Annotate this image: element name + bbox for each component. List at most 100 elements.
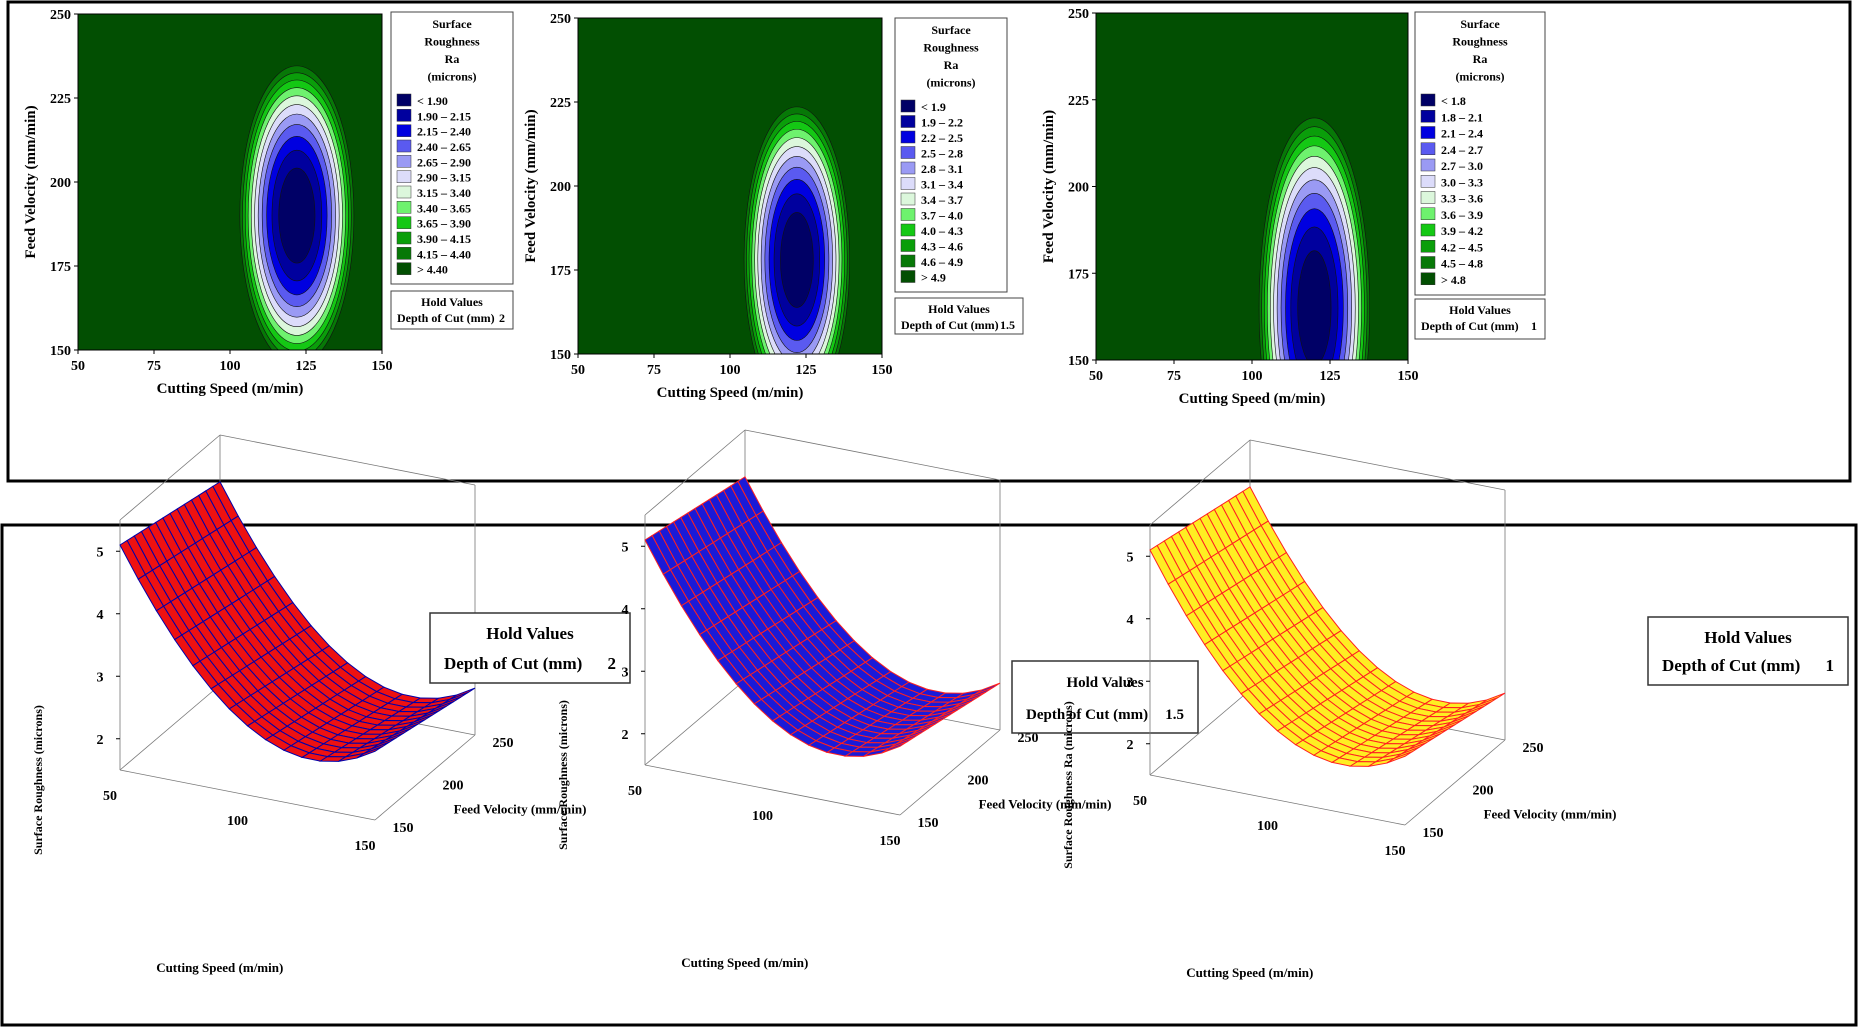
contour-legend: Surface Roughness Ra (microns) < 1.901.90 – … (390, 11, 514, 285)
z-tick-label: 5 (1127, 550, 1134, 565)
legend-entry: 3.9 – 4.2 (1441, 224, 1483, 238)
legend-entry: > 4.40 (417, 263, 448, 277)
y-tick-label: 250 (50, 8, 71, 23)
legend-swatch (1420, 272, 1436, 285)
axis-box-edge (119, 434, 221, 521)
contour-band-1 (1297, 250, 1332, 360)
hold-values-label: Depth of Cut (mm) (1026, 707, 1148, 723)
legend-entry: < 1.90 (417, 94, 448, 108)
legend-title-line: (microns) (1455, 70, 1504, 84)
hold-values-label: Depth of Cut (mm) (397, 311, 495, 325)
legend-swatch (396, 247, 412, 260)
y-tick-label: 175 (1068, 267, 1089, 282)
x-tick-label: 50 (71, 359, 85, 374)
hold-values-value: 1 (1531, 319, 1537, 333)
x-tick-label: 50 (1089, 369, 1103, 384)
hold-values-title: Hold Values (486, 624, 574, 643)
x-tick-label: 150 (355, 839, 376, 854)
legend-swatch (900, 146, 916, 159)
axis-box-edge (1149, 774, 1406, 826)
z-tick-label: 2 (1127, 738, 1134, 753)
legend-entry: 3.6 – 3.9 (1441, 208, 1483, 222)
legend-title-line: Roughness (923, 41, 979, 55)
legend-swatch (1420, 93, 1436, 107)
hold-box-frame (894, 297, 1024, 335)
z-axis-label: Surface Roughness (microns) (556, 700, 570, 850)
legend-entry: > 4.8 (1441, 273, 1466, 287)
legend-swatch (1420, 256, 1436, 269)
legend-entry: 3.65 – 3.90 (417, 217, 471, 231)
y-tick-label: 150 (393, 821, 414, 836)
hold-values-label: Depth of Cut (mm) (1421, 319, 1519, 333)
y-tick-label: 150 (1068, 354, 1089, 369)
x-axis-label: Cutting Speed (m/min) (157, 381, 304, 397)
x-tick-label: 125 (1320, 369, 1341, 384)
z-axis-label: Surface Roughness Ra (microns) (1061, 701, 1075, 868)
legend-title-line: Surface (1460, 17, 1500, 31)
legend-swatch (396, 155, 412, 168)
hold-values-label: Depth of Cut (mm) (1662, 656, 1800, 675)
legend-swatch (1420, 126, 1436, 139)
axis-box-edge (1149, 689, 1251, 776)
hold-values-box: Hold Values Depth of Cut (mm) 1 (1647, 616, 1849, 686)
legend-swatch (900, 177, 916, 190)
legend-swatch (396, 231, 412, 245)
y-tick-label: 250 (493, 736, 514, 751)
y-tick-label: 225 (1068, 94, 1089, 109)
axis-box-edge (1249, 439, 1506, 491)
y-tick-label: 250 (1523, 741, 1544, 756)
legend-swatch (900, 208, 916, 221)
z-tick-label: 3 (1127, 675, 1134, 690)
contour-chart-2: 50 75 100 125 150 150 175 200 225 250 Cutting Spee… (523, 12, 1024, 401)
y-tick-label: 150 (918, 816, 939, 831)
legend-swatch (900, 99, 916, 113)
legend-title-line: (microns) (427, 70, 476, 84)
axis-box-edge (119, 769, 376, 821)
y-axis-label: Feed Velocity (mm/min) (523, 109, 539, 262)
y-tick-label: 150 (550, 348, 571, 363)
contour-band-1 (780, 212, 814, 308)
legend-entry: 3.3 – 3.6 (1441, 192, 1483, 206)
x-tick-label: 125 (296, 359, 317, 374)
z-tick-label: 4 (97, 608, 104, 623)
hold-values-title: Hold Values (928, 302, 990, 316)
legend-entry: 3.0 – 3.3 (1441, 175, 1483, 189)
legend-entry: 2.4 – 2.7 (1441, 143, 1483, 157)
y-tick-label: 250 (550, 12, 571, 27)
legend-swatch (1420, 191, 1436, 204)
hold-values-title: Hold Values (421, 295, 483, 309)
hold-values-value: 1 (1826, 656, 1835, 675)
y-tick-label: 175 (550, 264, 571, 279)
surface-chart-3: 2 3 4 5 50 100 150 150 200 250 Cutting Speed (m/mi… (1061, 439, 1849, 980)
x-tick-label: 50 (571, 363, 585, 378)
x-axis-label: Cutting Speed (m/min) (156, 960, 283, 975)
z-tick-label: 5 (622, 540, 629, 555)
z-tick-label: 4 (622, 603, 629, 618)
legend-swatch (396, 262, 412, 275)
hold-box-frame (429, 612, 631, 684)
legend-entry: 3.90 – 4.15 (417, 232, 471, 246)
x-tick-label: 150 (880, 834, 901, 849)
z-tick-label: 5 (97, 545, 104, 560)
hold-box-frame (1414, 298, 1546, 340)
y-tick-label: 225 (550, 96, 571, 111)
hold-box-frame (390, 290, 514, 330)
legend-entry: 3.1 – 3.4 (921, 178, 963, 192)
legend-title-line: (microns) (926, 76, 975, 90)
axis-box-edge (899, 729, 1001, 816)
legend-swatch (1420, 223, 1436, 237)
axis-box-edge (219, 434, 476, 486)
y-tick-label: 250 (1068, 7, 1089, 22)
legend-swatch (900, 254, 916, 268)
legend-box (1414, 11, 1546, 296)
legend-entry: 1.9 – 2.2 (921, 116, 963, 130)
legend-swatch (396, 185, 412, 199)
x-tick-label: 50 (1133, 794, 1147, 809)
legend-title-line: Ra (944, 58, 959, 72)
legend-entry: < 1.8 (1441, 94, 1466, 108)
